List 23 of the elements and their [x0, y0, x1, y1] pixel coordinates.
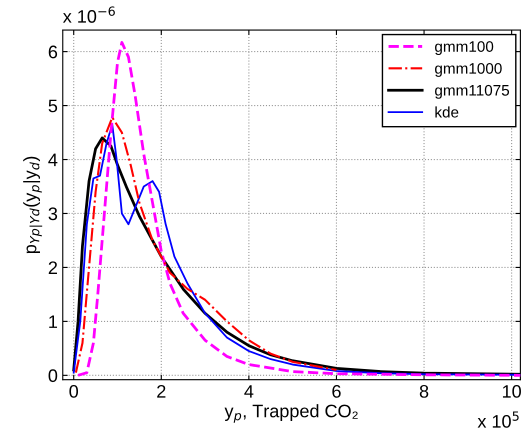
y-tick-label: 2 [48, 261, 57, 274]
x-tick-label: 10 [502, 385, 521, 398]
y-tick-label: 3 [48, 207, 58, 220]
x-tick-label: 2 [157, 385, 166, 398]
y-tick-label: 1 [49, 316, 58, 328]
x-tick-label: 0 [69, 385, 78, 398]
legend-label: gmm11075 [435, 84, 510, 99]
text: x 10$^{5}$ [478, 411, 519, 428]
line-series [74, 116, 338, 374]
y-tick-label: 6 [48, 46, 58, 58]
y-tick-label: 5 [48, 100, 58, 112]
x-tick-label: 8 [420, 385, 428, 398]
text: x 10$^{−6}$ [62, 6, 115, 23]
y-tick-label: 4 [48, 154, 58, 166]
x-tick-label: 4 [244, 385, 254, 398]
y-tick-label: 0 [48, 369, 58, 382]
legend-label: gmm1000 [435, 63, 502, 77]
y-axis-title: p$_{Yp|Yd}$(y$_{p}$|y$_{d}$) [23, 156, 42, 254]
legend-label: kde [435, 106, 458, 118]
x-axis-title: y$_{p}$, Trapped CO₂ [224, 404, 358, 423]
legend-label: gmm100 [435, 41, 494, 55]
line-series [76, 41, 520, 377]
x-tick-label: 6 [332, 385, 341, 398]
